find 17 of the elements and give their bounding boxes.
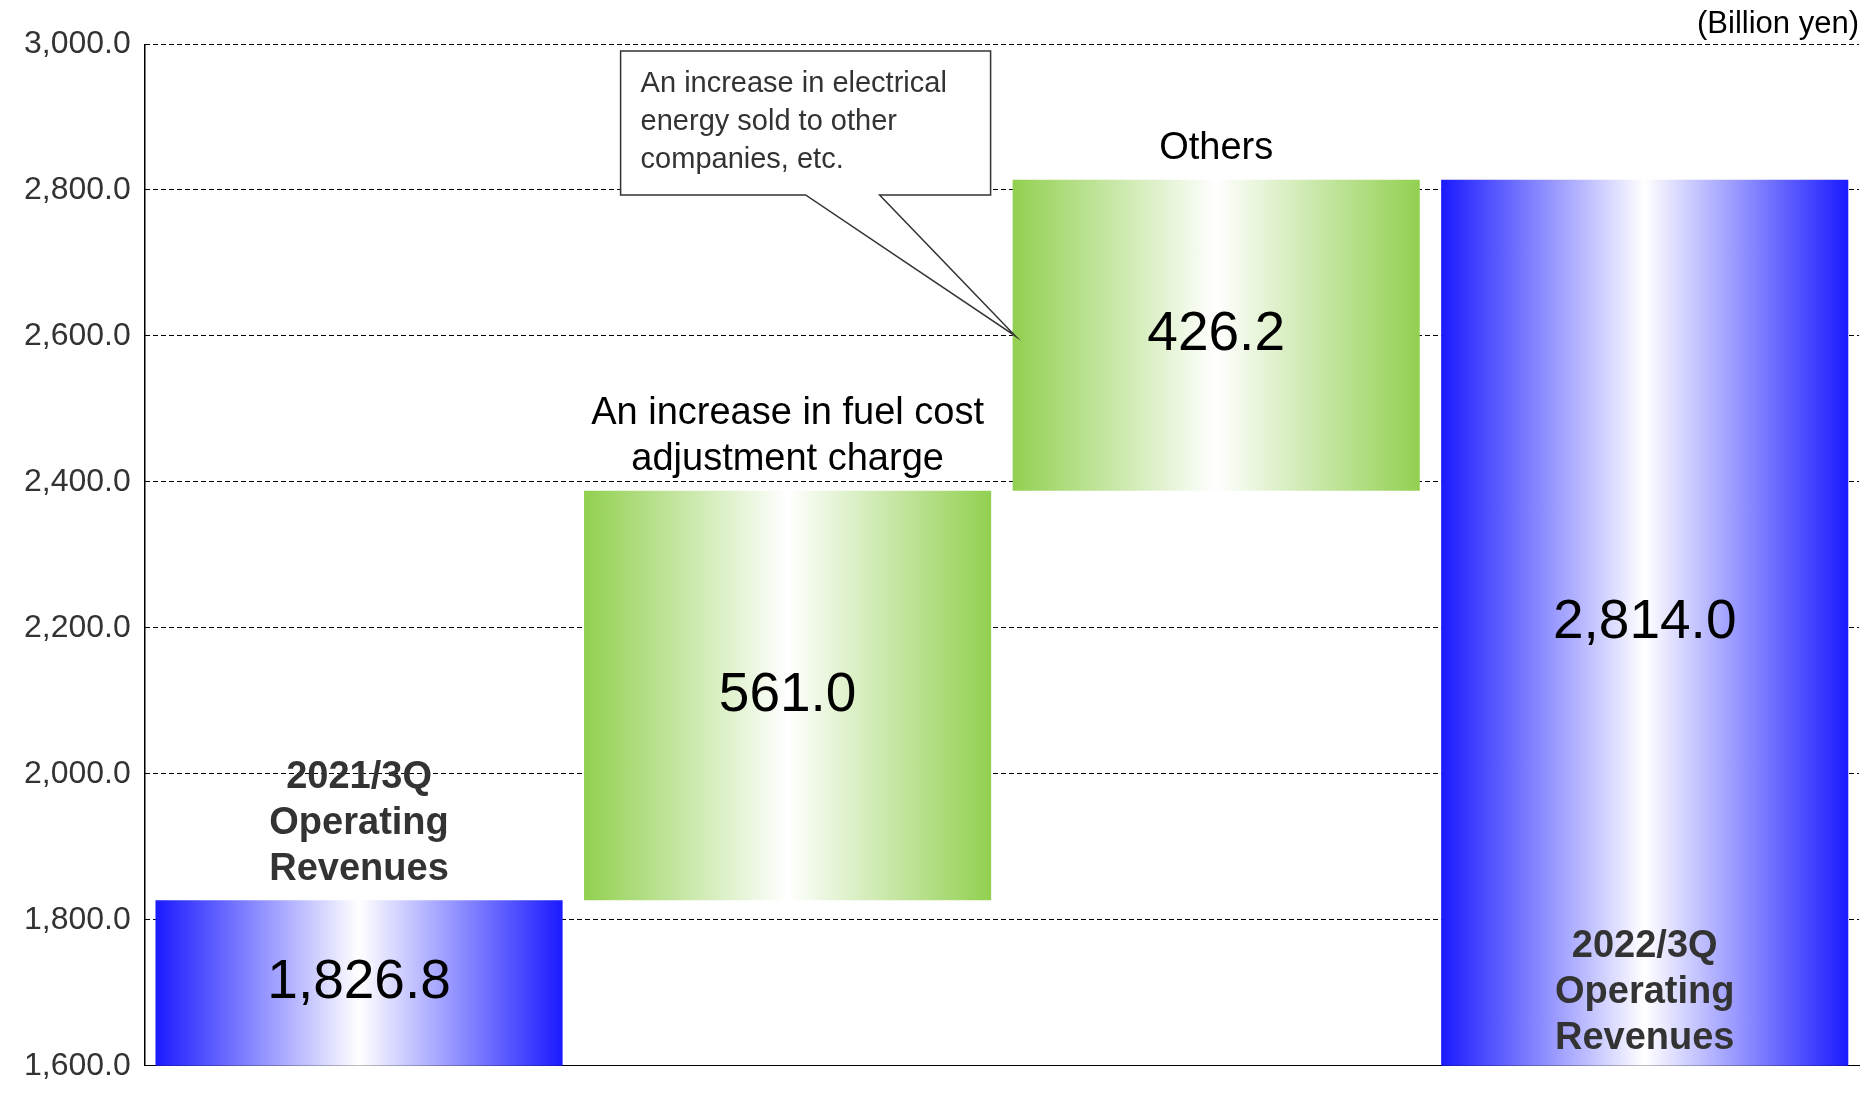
y-tick-label: 2,600.0 — [24, 315, 131, 352]
annotation: An increase in electrical energy sold to other companies, etc. — [640, 65, 947, 174]
y-tick-label: 3,000.0 — [24, 23, 131, 60]
y-axis-title: (Billion yen) — [1697, 5, 1859, 41]
data-label: 2,814.0 — [1552, 587, 1737, 650]
data-label: 561.0 — [718, 660, 857, 723]
x-tick-label: An increase in fuel cost adjustment charge — [591, 390, 985, 479]
x-tick-label: Others — [1159, 125, 1274, 168]
y-tick-label: 2,400.0 — [24, 461, 131, 498]
y-tick-label: 1,600.0 — [24, 1045, 131, 1082]
y-tick-label: 2,000.0 — [24, 753, 131, 790]
data-label: 1,826.8 — [267, 948, 451, 1011]
y-tick-label: 2,800.0 — [24, 169, 131, 206]
y-tick-label: 1,800.0 — [24, 899, 131, 936]
y-tick-label: 2,200.0 — [24, 607, 131, 644]
x-tick-label: 2022/3Q Operating Revenues — [1554, 923, 1735, 1058]
data-label: 426.2 — [1147, 300, 1285, 363]
